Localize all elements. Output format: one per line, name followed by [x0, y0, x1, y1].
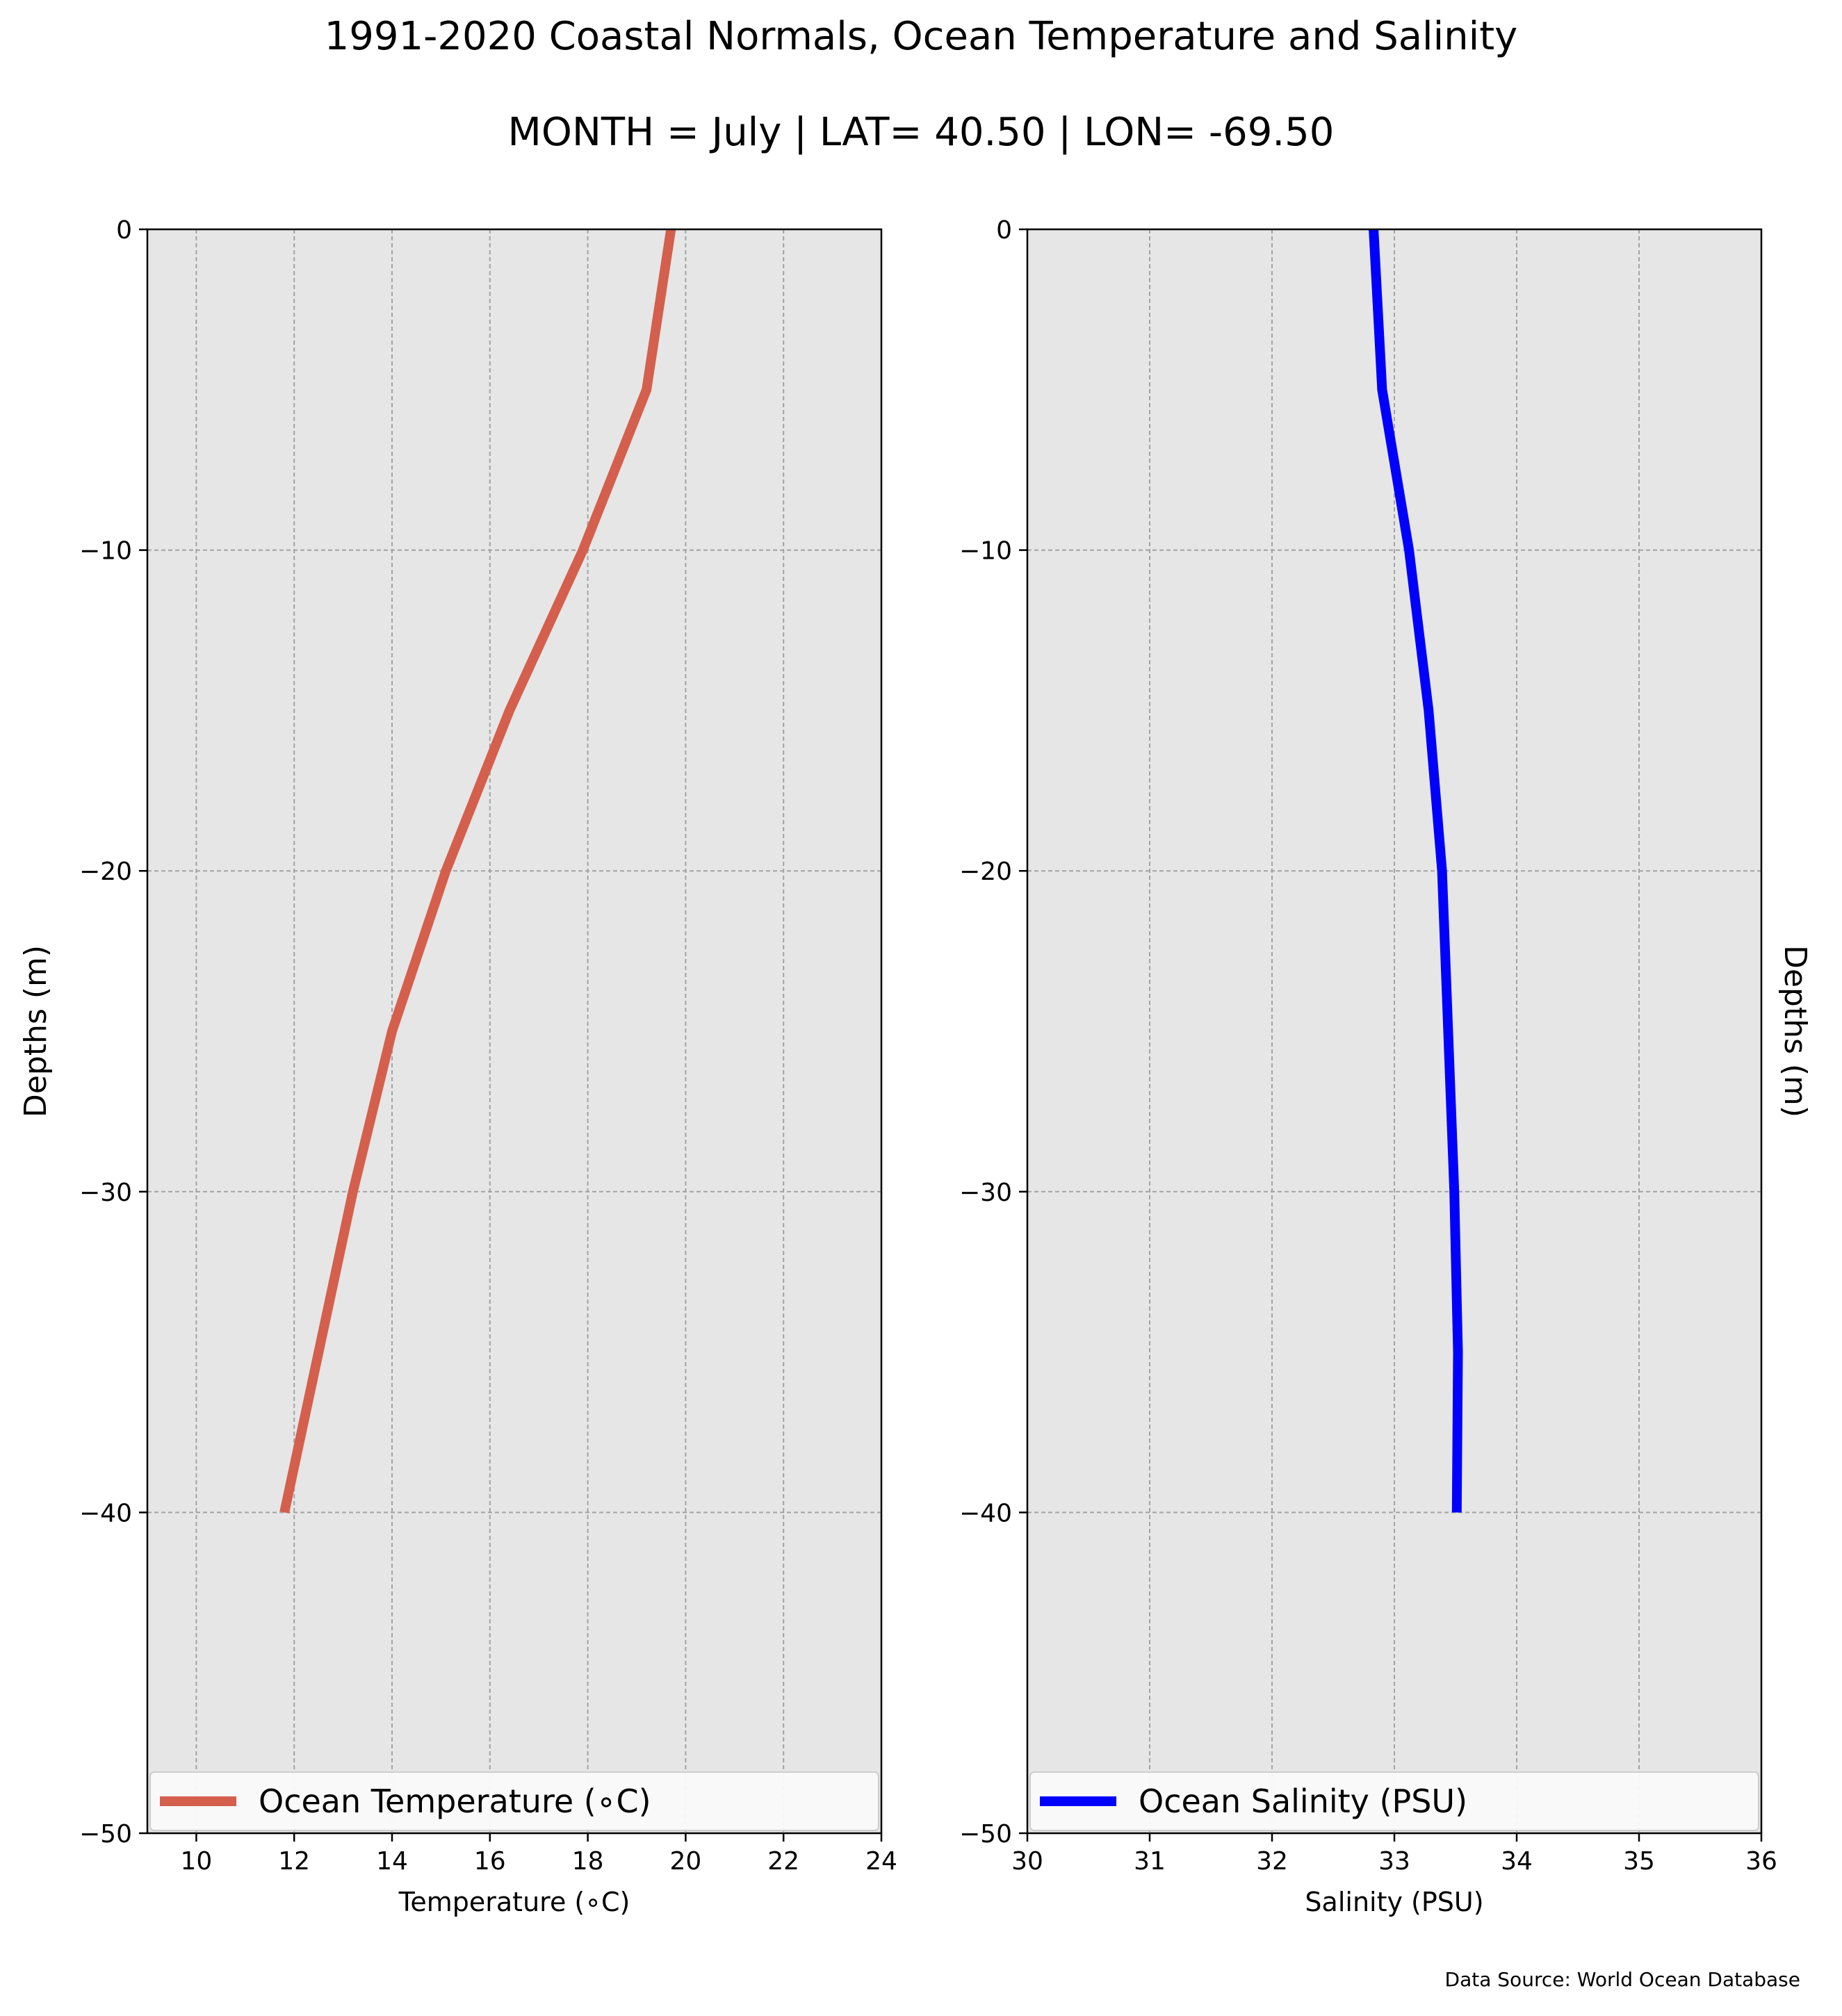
temperature-y-axis-label: Depths (m)	[18, 945, 54, 1117]
temperature-x-tick-label: 14	[376, 1847, 408, 1876]
temperature-panel: Ocean Temperature (∘C) 10 12 14 16 18 20 22 24 0 −…	[18, 216, 897, 1917]
temperature-plot-background	[147, 229, 881, 1833]
temperature-x-tick-label: 18	[572, 1847, 604, 1876]
salinity-legend: Ocean Salinity (PSU)	[1029, 1771, 1759, 1831]
chart-title: 1991-2020 Coastal Normals, Ocean Tempera…	[324, 14, 1518, 59]
salinity-y-axis-label: Depths (m)	[1777, 945, 1813, 1117]
temperature-x-tick-label: 16	[474, 1847, 506, 1876]
salinity-y-tick-label: −40	[959, 1499, 1012, 1527]
salinity-y-tick-label: −50	[959, 1820, 1012, 1849]
salinity-legend-box	[1029, 1771, 1759, 1831]
temperature-y-tick-label: −20	[79, 858, 132, 886]
temperature-x-tick-label: 12	[278, 1847, 310, 1876]
chart-subtitle: MONTH = July | LAT= 40.50 | LON= -69.50	[507, 110, 1335, 155]
temperature-y-tick-label: 0	[116, 216, 132, 245]
salinity-x-axis-label: Salinity (PSU)	[1305, 1887, 1483, 1917]
salinity-y-tick-label: −10	[959, 537, 1012, 566]
salinity-x-tick-label: 31	[1134, 1847, 1166, 1876]
temperature-legend-box	[149, 1771, 879, 1831]
salinity-series-line	[1369, 229, 1463, 1513]
salinity-panel: Ocean Salinity (PSU) 30 31 32 33 34 35 36 0 −10 −2…	[959, 216, 1813, 1917]
temperature-y-tick-label: −30	[79, 1179, 132, 1207]
temperature-x-tick-label: 10	[180, 1847, 212, 1876]
salinity-x-tick-label: 35	[1623, 1847, 1655, 1876]
temperature-y-tick-label: −50	[79, 1820, 132, 1849]
temperature-x-tick-label: 24	[865, 1847, 897, 1876]
salinity-x-tick-label: 33	[1378, 1847, 1410, 1876]
salinity-y-tick-label: −30	[959, 1179, 1012, 1207]
salinity-y-tick-label: −20	[959, 858, 1012, 886]
salinity-x-tick-label: 32	[1256, 1847, 1288, 1876]
temperature-legend: Ocean Temperature (∘C)	[149, 1771, 879, 1831]
temperature-axes-frame	[146, 228, 883, 1835]
temperature-x-axis-label: Temperature (∘C)	[398, 1887, 630, 1917]
salinity-x-tick-label: 36	[1745, 1847, 1777, 1876]
salinity-x-tick-label: 34	[1501, 1847, 1533, 1876]
temperature-legend-label: Ocean Temperature (∘C)	[259, 1783, 651, 1820]
temperature-y-tick-label: −40	[79, 1499, 132, 1527]
salinity-y-tick-label: 0	[996, 216, 1012, 245]
data-source-note: Data Source: World Ocean Database	[1444, 1968, 1800, 1991]
temperature-y-tick-label: −10	[79, 537, 132, 566]
salinity-legend-label: Ocean Salinity (PSU)	[1139, 1783, 1467, 1820]
salinity-x-tick-label: 30	[1011, 1847, 1043, 1876]
temperature-series-line	[279, 228, 676, 1514]
temperature-x-tick-label: 22	[767, 1847, 799, 1876]
temperature-x-tick-label: 20	[669, 1847, 701, 1876]
